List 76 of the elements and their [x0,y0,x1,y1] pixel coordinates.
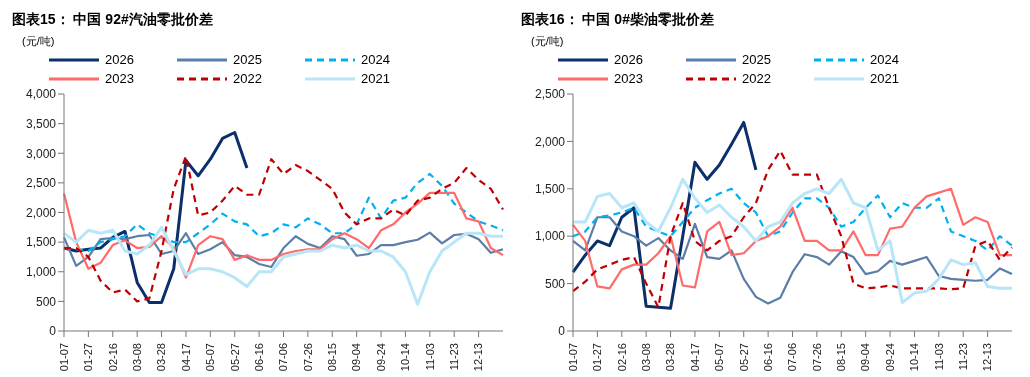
x-tick-label: 07-26 [301,343,314,372]
x-tick-label: 06-16 [252,343,265,372]
x-tick-label: 10-14 [399,343,412,372]
y-tick-label: 2,500 [25,176,57,191]
legend-label: 2024 [361,52,390,67]
x-tick-label: 12-13 [981,343,994,372]
legend-label: 2025 [742,52,771,67]
x-tick-label: 03-28 [664,343,677,372]
y-tick-label: 1,000 [534,229,566,244]
x-tick-label: 09-04 [859,343,872,372]
legend-label: 2021 [361,71,390,86]
x-tick-label: 07-06 [277,343,290,372]
y-tick-label: 1,500 [25,235,57,250]
line-series [62,225,505,306]
line-series [62,191,505,279]
x-tick-label: 03-08 [639,343,652,372]
legend-label: 2022 [742,71,771,86]
legend-label: 2022 [233,71,262,86]
x-tick-label: 05-07 [204,343,217,372]
x-tick-label: 05-07 [713,343,726,372]
line-series [571,216,1014,305]
x-tick-label: 06-16 [761,343,774,372]
x-tick-label: 02-16 [106,343,119,372]
x-tick-label: 09-24 [883,343,896,372]
x-tick-label: 01-27 [591,343,604,372]
x-tick-label: 05-27 [737,343,750,372]
y-tick-label: 3,500 [25,116,57,131]
y-axis-title: (元/吨) [531,34,564,49]
line-series [62,155,505,303]
legend-label: 2023 [614,71,643,86]
x-tick-label: 01-07 [566,343,579,372]
x-tick-label: 10-14 [908,343,921,372]
y-tick-label: 3,000 [25,146,57,161]
legend-label: 2025 [233,52,262,67]
y-tick-label: 1,000 [25,265,57,280]
x-tick-label: 01-27 [82,343,95,372]
x-tick-label: 05-27 [228,343,241,372]
y-tick-label: 4,000 [25,87,57,102]
y-tick-label: 500 [544,276,566,291]
y-axis-title: (元/吨) [22,34,55,49]
line-series [62,231,505,269]
x-tick-label: 04-17 [179,343,192,372]
y-tick-label: 500 [35,294,57,309]
y-tick-label: 1,500 [534,182,566,197]
y-tick-label: 0 [558,324,566,339]
x-tick-label: 04-17 [688,343,701,372]
legend-label: 2024 [870,52,899,67]
y-tick-label: 0 [49,324,57,339]
x-tick-label: 12-13 [472,343,485,372]
y-tick-label: 2,500 [534,87,566,102]
legend-label: 2026 [614,52,643,67]
line-series [571,120,758,310]
x-tick-label: 11-03 [423,343,436,371]
line-series [571,187,1014,290]
x-tick-label: 08-15 [326,343,339,372]
y-tick-label: 2,000 [534,134,566,149]
x-tick-label: 11-23 [448,343,461,371]
line-series [571,177,1014,305]
x-tick-label: 03-08 [130,343,143,372]
y-tick-label: 2,000 [25,205,57,220]
x-tick-label: 07-06 [786,343,799,372]
line-series [571,187,1014,252]
legend-label: 2026 [105,52,134,67]
x-tick-label: 07-26 [810,343,823,372]
x-tick-label: 01-07 [57,343,70,372]
x-tick-label: 03-28 [155,343,168,372]
legend-label: 2023 [105,71,134,86]
legend-label: 2021 [870,71,899,86]
x-tick-label: 09-04 [350,343,363,372]
x-tick-label: 08-15 [835,343,848,372]
x-tick-label: 02-16 [615,343,628,372]
chart-title: 图表16： 中国 0#柴油零批价差 [520,10,715,29]
chart-title: 图表15： 中国 92#汽油零批价差 [11,10,214,29]
x-tick-label: 11-23 [957,343,970,371]
x-tick-label: 09-24 [374,343,387,372]
x-tick-label: 11-03 [932,343,945,371]
